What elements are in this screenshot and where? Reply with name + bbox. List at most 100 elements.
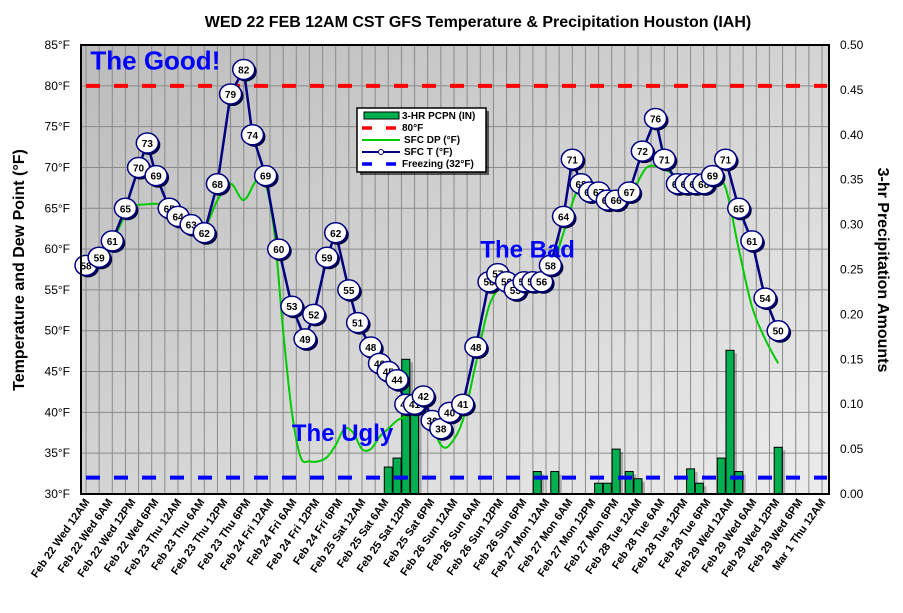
temp-point: 72 xyxy=(630,140,656,164)
temp-label: 65 xyxy=(120,204,132,215)
legend-label-80f: 80°F xyxy=(402,123,423,134)
temp-marker xyxy=(464,336,488,358)
y2-tick-label: 0.10 xyxy=(840,397,864,411)
temp-marker xyxy=(240,124,265,146)
temp-marker xyxy=(135,132,160,154)
temp-label: 66 xyxy=(611,196,623,207)
temp-point: 52 xyxy=(302,303,327,327)
temp-label: 61 xyxy=(746,237,758,248)
annotation-the-good: The Good! xyxy=(90,45,220,75)
temp-label: 41 xyxy=(409,400,421,411)
precip-bar xyxy=(602,482,612,495)
temp-label: 48 xyxy=(365,343,377,354)
temp-label: 59 xyxy=(321,253,333,264)
temp-point: 69 xyxy=(700,164,726,188)
temp-point: 69 xyxy=(253,164,279,188)
temp-label: 44 xyxy=(391,376,403,387)
temp-marker xyxy=(617,181,641,203)
y-axis-label: Temperature and Dew Point (°F) xyxy=(11,149,28,391)
temp-marker xyxy=(280,295,304,317)
temp-marker xyxy=(727,197,751,220)
temp-marker xyxy=(144,164,168,187)
temp-point: 51 xyxy=(345,311,371,335)
temp-marker xyxy=(652,148,677,171)
legend-swatch-precip xyxy=(363,111,400,120)
y-tick-label: 70°F xyxy=(45,160,70,174)
temp-label: 71 xyxy=(659,155,671,166)
temp-label: 64 xyxy=(558,212,570,223)
y2-tick-label: 0.20 xyxy=(840,307,864,321)
temp-marker xyxy=(766,319,790,342)
y2-tick-label: 0.05 xyxy=(840,442,864,456)
temp-label: 56 xyxy=(536,278,548,289)
precip-bar xyxy=(611,448,621,495)
temp-label: 50 xyxy=(773,327,785,338)
temp-label: 41 xyxy=(457,400,469,411)
temp-label: 67 xyxy=(624,188,636,199)
temp-label: 64 xyxy=(172,212,184,223)
y2-tick-label: 0.40 xyxy=(840,128,864,142)
temp-label: 54 xyxy=(759,294,771,305)
temp-label: 62 xyxy=(330,229,342,240)
y-tick-label: 80°F xyxy=(45,79,70,93)
temp-label: 62 xyxy=(199,229,211,240)
chart-title: WED 22 FEB 12AM CST GFS Temperature & Pr… xyxy=(205,14,751,31)
temp-marker xyxy=(205,173,230,195)
temp-label: 68 xyxy=(698,180,710,191)
temp-point: 65 xyxy=(113,197,139,221)
temp-label: 49 xyxy=(299,335,311,346)
precip-bar xyxy=(594,482,604,495)
temp-marker xyxy=(551,205,576,228)
temp-label: 40 xyxy=(444,408,456,419)
temp-marker xyxy=(323,222,348,244)
temp-point: 41 xyxy=(451,393,476,417)
temp-point: 71 xyxy=(560,148,586,172)
temp-point: 71 xyxy=(652,148,678,172)
y-tick-label: 55°F xyxy=(45,283,70,297)
reference-lines xyxy=(86,83,827,480)
y2-tick-label: 0.00 xyxy=(840,487,864,501)
temp-point: 73 xyxy=(135,132,161,155)
y-tick-label: 35°F xyxy=(45,446,70,460)
precip-bar xyxy=(773,446,783,495)
temp-marker xyxy=(218,83,243,105)
temp-point: 50 xyxy=(766,319,792,343)
temp-label: 65 xyxy=(733,204,745,215)
annotation-the-bad: The Bad xyxy=(480,236,575,263)
temp-point: 65 xyxy=(727,197,752,221)
precip-bar xyxy=(725,349,735,495)
left-axis-ticks: 30°F 35°F 40°F 45°F 50°F 55°F 60°F 65°F 70°F 75°F… xyxy=(45,38,70,501)
temp-label: 59 xyxy=(94,253,106,264)
temp-point: 79 xyxy=(218,83,244,106)
temp-marker xyxy=(231,58,256,81)
temp-point: 48 xyxy=(464,336,489,360)
temp-point: 62 xyxy=(323,222,349,245)
temp-point: 61 xyxy=(740,230,765,253)
temp-marker xyxy=(267,238,291,260)
temp-marker xyxy=(192,222,217,244)
temp-label: 69 xyxy=(707,172,719,183)
temp-marker xyxy=(411,385,436,407)
y-tick-label: 60°F xyxy=(45,242,70,256)
temp-label: 72 xyxy=(637,147,649,158)
temp-label: 61 xyxy=(107,237,119,248)
temp-point: 55 xyxy=(337,279,362,302)
temp-point: 58 xyxy=(538,254,564,278)
temp-label: 79 xyxy=(225,90,237,101)
temp-label: 63 xyxy=(186,221,198,232)
plot-border xyxy=(80,44,830,495)
temp-label: 38 xyxy=(435,425,447,436)
temp-point: 67 xyxy=(617,181,643,204)
legend-marker-temp xyxy=(378,149,384,155)
y2-tick-label: 0.50 xyxy=(840,38,864,52)
y-tick-label: 50°F xyxy=(45,324,70,338)
legend-label-freezing: Freezing (32°F) xyxy=(402,159,474,170)
temp-label: 69 xyxy=(151,172,163,183)
temp-point: 60 xyxy=(267,238,292,262)
temperature-markers: 5859616570736965646362687982746960534952… xyxy=(74,58,792,441)
legend-label-dewpoint: SFC DP (°F) xyxy=(404,135,460,146)
temp-label: 58 xyxy=(80,261,92,272)
temp-label: 71 xyxy=(567,155,579,166)
temp-marker xyxy=(753,287,777,309)
